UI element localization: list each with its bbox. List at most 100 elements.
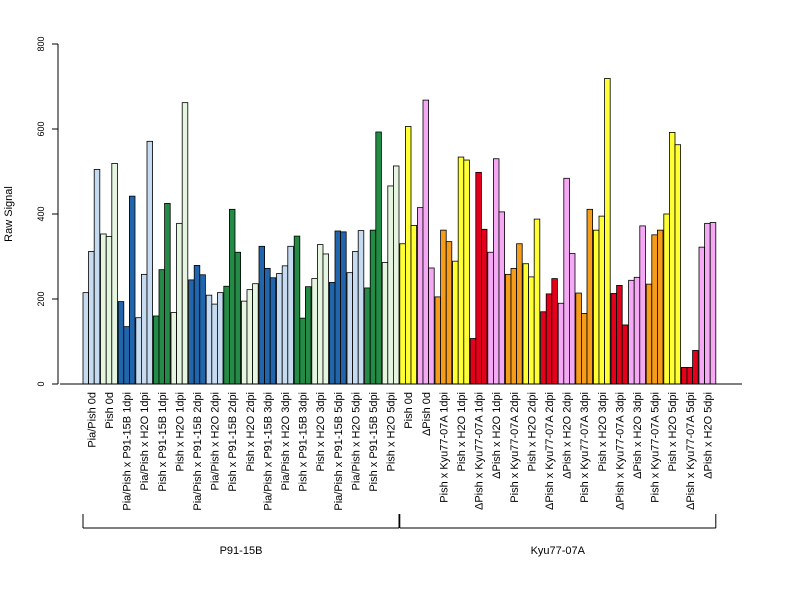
category-label: Pish x P91-15B 1dpi [157, 392, 169, 492]
bar [299, 317, 306, 385]
bar [205, 294, 213, 385]
bar [533, 218, 541, 385]
category-label: Pia/Pish x P91-15B 2dpi [192, 392, 204, 511]
category-label: ΔPish x H2O 1dpi [491, 392, 503, 479]
category-label: ΔPish x H2O 2dpi [562, 392, 574, 479]
bar [586, 208, 593, 385]
bar [492, 158, 500, 385]
category-label: Pish x H2O 2dpi [245, 392, 257, 471]
bar [346, 272, 353, 385]
bar [264, 267, 271, 385]
category-label: Pish 0d [104, 392, 116, 429]
bar [463, 159, 470, 385]
bar [311, 278, 318, 385]
bar [657, 229, 664, 385]
bar [633, 276, 641, 385]
group-brackets: P91-15B Kyu77-07A [82, 514, 717, 557]
bar [316, 244, 324, 385]
bar [645, 283, 653, 385]
category-label: Pia/Pish x H2O 5dpi [350, 392, 362, 490]
bar [170, 312, 177, 385]
y-tick-label: 800 [36, 36, 46, 51]
bar [216, 292, 224, 385]
y-tick-label: 0 [36, 381, 46, 386]
bar [457, 156, 465, 385]
bars-layer [82, 78, 717, 385]
category-label: Pish x Kyu77-07A 1dpi [438, 392, 450, 503]
bar [698, 246, 705, 385]
bar [293, 235, 301, 385]
bar [128, 195, 136, 385]
category-label: Pish x P91-15B 2dpi [227, 392, 239, 492]
bar [88, 250, 95, 385]
bar [364, 287, 371, 385]
bar [328, 282, 336, 385]
bar [304, 286, 312, 385]
category-label: Pish x H2O 5dpi [667, 392, 679, 471]
bar [669, 131, 676, 385]
bar [158, 269, 165, 385]
bar [504, 273, 512, 385]
category-label: Pish x H2O 3dpi [315, 392, 327, 471]
bar [369, 229, 377, 385]
category-label: Pia/Pish x H2O 1dpi [139, 392, 151, 490]
bar [563, 177, 570, 385]
bar [440, 229, 447, 385]
bar [246, 289, 253, 385]
bar [228, 208, 236, 385]
bar [416, 207, 424, 385]
bar [557, 302, 565, 385]
bar [399, 243, 406, 385]
bar [621, 324, 629, 385]
category-label: Pish x Kyu77-07A 3dpi [579, 392, 591, 503]
bar [146, 140, 153, 385]
category-labels: Pia/Pish 0d Pish 0d Pia/Pish x P91-15B 1dp… [86, 392, 714, 511]
bar [545, 293, 553, 385]
bar [352, 250, 359, 385]
bar [628, 279, 635, 385]
bar [188, 279, 195, 385]
bar [528, 276, 535, 385]
bar [240, 300, 248, 385]
bar [340, 231, 347, 385]
category-label: Pia/Pish x P91-15B 1dpi [122, 392, 134, 511]
bar [152, 315, 160, 385]
category-label: Pish x H2O 1dpi [174, 392, 186, 471]
bar [322, 253, 329, 385]
y-tick-label: 200 [36, 291, 46, 306]
category-label: Pish x H2O 1dpi [456, 392, 468, 471]
bar [164, 202, 171, 385]
bar [404, 126, 412, 385]
bar [469, 338, 477, 385]
bar [387, 185, 394, 385]
bar [100, 233, 107, 385]
bar [475, 171, 482, 385]
y-tick-label: 600 [36, 121, 46, 136]
bar [276, 273, 283, 385]
category-label: ΔPish 0d [421, 392, 433, 436]
category-label: Pia/Pish x H2O 3dpi [280, 392, 292, 490]
y-axis-title: Raw Signal [3, 186, 15, 242]
bar [575, 292, 582, 385]
category-label: Pia/Pish x H2O 2dpi [210, 392, 222, 490]
bar [516, 243, 523, 385]
bar [252, 283, 259, 385]
bar [287, 245, 294, 385]
bar [375, 131, 382, 385]
bar [651, 234, 658, 385]
bar [381, 262, 389, 385]
category-label: ΔPish x Kyu77-07A 5dpi [685, 392, 697, 510]
category-label: Pish x Kyu77-07A 2dpi [509, 392, 521, 503]
bar [452, 260, 459, 385]
bar [111, 163, 118, 385]
category-label: Pia/Pish 0d [86, 392, 98, 448]
category-label: ΔPish x Kyu77-07A 2dpi [544, 392, 556, 510]
bar [176, 222, 183, 385]
bar [234, 251, 241, 385]
bar [569, 253, 576, 385]
category-label: ΔPish x Kyu77-07A 1dpi [474, 392, 486, 510]
category-label: Pish x P91-15B 5dpi [368, 392, 380, 492]
bar [123, 326, 130, 385]
y-tick-label: 400 [36, 206, 46, 221]
